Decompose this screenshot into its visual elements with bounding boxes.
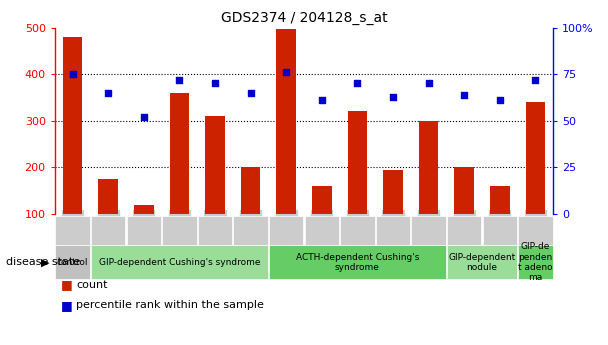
Text: control: control xyxy=(57,258,88,267)
Point xyxy=(139,114,148,120)
Text: ■: ■ xyxy=(61,278,72,291)
Point xyxy=(388,94,398,99)
Bar xyxy=(63,37,82,214)
Point xyxy=(495,98,505,103)
Bar xyxy=(383,170,403,214)
Bar xyxy=(241,167,260,214)
Text: ACTH-dependent Cushing's
syndrome: ACTH-dependent Cushing's syndrome xyxy=(295,253,419,272)
Text: percentile rank within the sample: percentile rank within the sample xyxy=(76,300,264,310)
Text: ■: ■ xyxy=(61,299,72,312)
Point xyxy=(317,98,326,103)
Point xyxy=(531,77,541,82)
Text: disease state: disease state xyxy=(6,257,80,267)
Bar xyxy=(526,102,545,214)
Bar xyxy=(454,167,474,214)
Bar xyxy=(134,205,154,214)
Point xyxy=(460,92,469,97)
Point xyxy=(246,90,255,96)
Bar xyxy=(170,93,189,214)
Point xyxy=(424,81,434,86)
Bar xyxy=(348,111,367,214)
Bar xyxy=(205,116,225,214)
Point xyxy=(67,71,77,77)
Text: GIP-dependent Cushing's syndrome: GIP-dependent Cushing's syndrome xyxy=(98,258,260,267)
Bar xyxy=(98,179,118,214)
Bar xyxy=(312,186,331,214)
Point xyxy=(174,77,184,82)
Point xyxy=(353,81,362,86)
Point xyxy=(103,90,113,96)
Text: GIP-de
penden
t adeno
ma: GIP-de penden t adeno ma xyxy=(518,242,553,282)
Bar xyxy=(419,121,438,214)
Point xyxy=(210,81,220,86)
Text: count: count xyxy=(76,280,108,289)
Bar xyxy=(490,186,510,214)
Bar xyxy=(277,29,296,214)
Text: GIP-dependent
nodule: GIP-dependent nodule xyxy=(449,253,516,272)
Point xyxy=(282,70,291,75)
Text: ▶: ▶ xyxy=(41,257,50,267)
Title: GDS2374 / 204128_s_at: GDS2374 / 204128_s_at xyxy=(221,11,387,25)
